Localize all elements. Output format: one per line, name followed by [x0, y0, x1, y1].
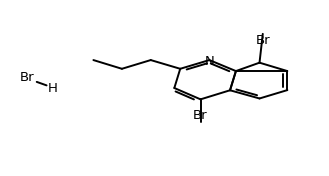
Text: N: N: [205, 55, 214, 68]
Text: Br: Br: [193, 109, 208, 121]
Text: Br: Br: [20, 71, 35, 84]
Text: H: H: [48, 81, 58, 95]
Text: Br: Br: [256, 34, 270, 47]
